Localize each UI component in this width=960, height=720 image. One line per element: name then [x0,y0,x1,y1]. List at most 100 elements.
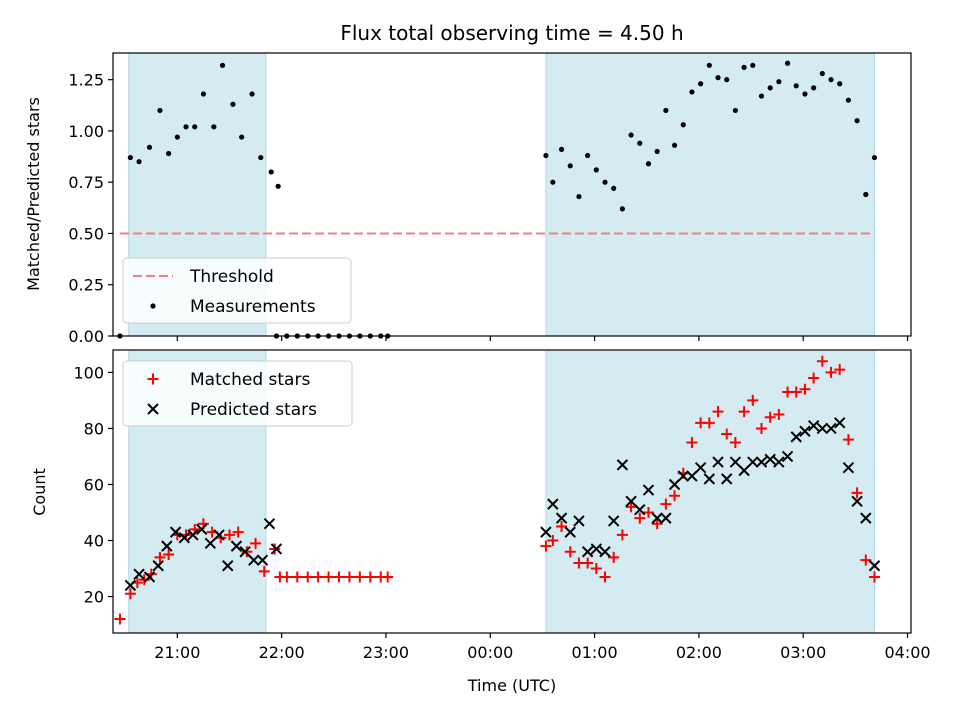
predicted-star-marker [133,568,145,580]
predicted-star-marker [573,515,585,527]
legend: Threshold Measurements [122,257,352,324]
predicted-star-marker [677,470,689,482]
predicted-star-marker [694,461,707,474]
matched-star-marker [291,571,303,583]
predicted-star-marker [668,478,681,491]
matched-star-marker [773,408,785,420]
measurement-point [166,150,172,157]
measurement-point [585,152,591,159]
measurement-point [157,107,163,114]
measurement-point [183,124,189,130]
bottom-count-panel: 21:00 22:00 23:00 00:00 01:00 02:00 03:00 04:00… [73,349,931,662]
x-tick-label: 03:00 [780,643,826,662]
predicted-star-marker [599,546,611,558]
matched-star-marker [834,364,846,376]
measurement-point [715,75,721,81]
matched-star-marker [642,507,654,519]
x-tick-label: 01:00 [572,643,618,662]
matched-star-marker [556,521,568,533]
matched-star-marker [343,571,355,583]
legend-predicted-label: Predicted stars [190,400,317,420]
predicted-star-marker [625,495,637,508]
matched-star-marker [124,588,136,600]
predicted-star-marker [642,484,655,496]
measurement-point [811,85,817,91]
y-tick-label: 0.00 [68,327,104,346]
measurement-point [741,64,747,70]
predicted-star-marker [825,422,837,435]
predicted-star-marker [607,515,620,527]
matched-star-marker [223,529,235,541]
matched-star-marker [241,546,253,558]
measurement-point [837,81,843,87]
measurement-point [698,81,704,87]
matched-star-marker [808,372,820,384]
predicted-star-marker [799,425,811,437]
predicted-star-marker [868,560,881,572]
matched-star-marker [269,543,281,555]
measurement-point [550,179,556,185]
predicted-star-marker [703,473,716,485]
measurement-point [543,152,549,159]
matched-star-marker [323,571,335,583]
measurement-point [724,77,730,83]
measurement-point [732,107,739,114]
matched-star-marker [163,549,175,561]
predicted-star-marker [124,579,137,592]
top-ratio-panel: 0.00 0.25 0.50 0.75 1.00 1.25 Threshold Measure… [68,52,912,346]
matched-star-marker [258,565,270,577]
predicted-star-marker [712,456,724,468]
predicted-star-marker [660,512,672,524]
y-tick-label: 0.25 [68,276,104,295]
matched-star-marker [790,386,802,398]
predicted-star-marker [555,512,568,524]
legend-box [122,360,353,427]
predicted-star-marker [195,523,208,536]
y-tick-label: 60 [84,475,104,494]
measurement-point [645,161,652,167]
matched-star-marker [703,417,715,429]
chart-title: Flux total observing time = 4.50 h [340,21,683,45]
measurement-point [192,124,198,130]
measurement-point [654,148,660,155]
predicted-star-marker [143,571,156,583]
predicted-star-marker [248,554,260,566]
predicted-star-marker [187,529,199,541]
predicted-star-marker [161,540,173,552]
legend-matched-swatch [147,373,159,385]
measurement-point [200,91,207,97]
measurement-point [146,144,153,150]
axes-frame [112,349,912,634]
measurement-point [219,62,226,68]
measurement-point [268,169,274,175]
matched-star-marker [660,498,672,510]
predicted-star-marker [747,456,759,468]
predicted-star-marker [764,453,776,465]
predicted-star-marker [773,456,785,468]
measurement-point [802,91,808,97]
predicted-star-marker [807,419,820,432]
matched-star-marker [669,490,681,502]
matched-star-marker [312,571,324,583]
predicted-star-marker [590,543,603,555]
legend-predicted-swatch [147,403,159,415]
measurement-point [211,124,217,130]
measurement-point [854,118,860,124]
measurement-point [567,163,573,169]
predicted-star-marker [738,464,750,477]
y-tick-label: 1.25 [68,71,104,90]
measurement-point [611,185,617,191]
measurement-point [136,159,142,165]
measurement-point [602,179,608,185]
matched-star-marker [540,540,552,552]
measurement-point [258,154,264,161]
measurement-point [671,142,678,148]
x-tick-label: 02:00 [676,643,722,662]
predicted-star-marker [547,498,559,510]
measurement-point [680,122,686,128]
legend-matched-label: Matched stars [190,370,310,390]
measurement-point [249,91,255,97]
measurement-point [558,146,565,152]
matched-star-marker [616,529,628,541]
matched-star-marker [354,571,366,583]
